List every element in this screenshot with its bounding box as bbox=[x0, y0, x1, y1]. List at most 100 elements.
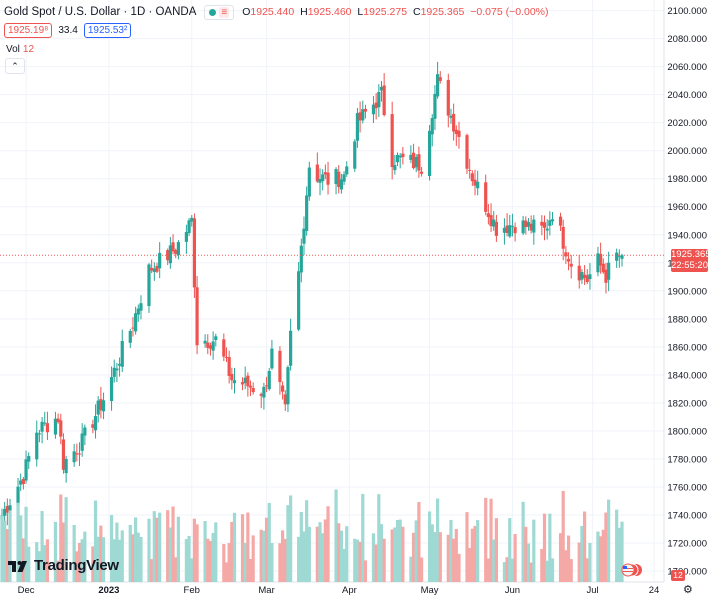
y-tick-label: 1960.000 bbox=[667, 202, 707, 213]
candle-body bbox=[548, 220, 552, 226]
candle-body bbox=[358, 112, 362, 121]
candle-body bbox=[411, 152, 416, 169]
candle-body bbox=[585, 275, 589, 283]
volume-bar bbox=[486, 558, 490, 582]
candle-body bbox=[299, 245, 303, 273]
candle-body bbox=[222, 339, 226, 357]
volume-bar bbox=[564, 550, 568, 582]
volume-bar bbox=[190, 558, 194, 582]
volume-bar bbox=[131, 534, 135, 582]
candle-body bbox=[120, 341, 124, 367]
y-tick-label: 1860.000 bbox=[667, 342, 707, 353]
candle-body bbox=[307, 167, 311, 197]
settings-gear-icon[interactable]: ⚙ bbox=[683, 584, 693, 596]
volume-bar bbox=[187, 535, 191, 582]
y-tick-label: 1760.000 bbox=[667, 482, 707, 493]
candle-body bbox=[297, 271, 301, 330]
volume-bar bbox=[398, 519, 402, 582]
indicator-toggle-icon[interactable]: ≡ bbox=[219, 6, 230, 18]
volume-bar bbox=[75, 551, 79, 582]
candle-body bbox=[363, 108, 368, 112]
candle-body bbox=[430, 118, 434, 135]
volume-bar bbox=[492, 539, 496, 582]
volume-bar bbox=[72, 525, 76, 582]
x-tick-label: Mar bbox=[258, 585, 274, 596]
volume-bar bbox=[96, 536, 100, 582]
candle-body bbox=[187, 220, 191, 234]
volume-bar bbox=[358, 541, 362, 582]
volume-bar bbox=[521, 501, 525, 582]
buy-button[interactable]: 1925.53² bbox=[83, 23, 132, 38]
volume-bar bbox=[248, 558, 253, 582]
candle-body bbox=[529, 223, 533, 231]
candle-body bbox=[615, 252, 619, 261]
candle-body bbox=[168, 245, 172, 264]
sell-button[interactable]: 1925.19⁸ bbox=[4, 23, 53, 38]
candle-body bbox=[454, 129, 458, 135]
volume-bar bbox=[155, 517, 159, 582]
candle-body bbox=[203, 340, 207, 344]
tradingview-logo[interactable]: TradingView bbox=[8, 557, 119, 574]
candle-body bbox=[59, 420, 63, 437]
ohlc-values: O1925.440 H1925.460 L1925.275 C1925.365 … bbox=[242, 6, 551, 18]
volume-bar bbox=[59, 494, 63, 582]
volume-bar bbox=[580, 526, 584, 582]
candle-body bbox=[494, 221, 498, 236]
candle-body bbox=[278, 350, 282, 383]
candle-body bbox=[561, 226, 565, 249]
volume-bar bbox=[513, 534, 517, 582]
volume-bar bbox=[355, 539, 360, 582]
volume-bar bbox=[24, 506, 28, 582]
candle-body bbox=[139, 303, 143, 311]
volume-bar bbox=[588, 542, 592, 582]
volume-bar bbox=[115, 522, 119, 582]
market-status-pill[interactable]: ≡ bbox=[204, 4, 235, 20]
volume-bar bbox=[417, 502, 421, 582]
y-tick-label: 1980.000 bbox=[667, 174, 707, 185]
candle-body bbox=[449, 115, 453, 118]
candle-body bbox=[457, 130, 461, 137]
candle-body bbox=[604, 269, 608, 283]
volume-bar bbox=[112, 539, 116, 582]
volume-bar bbox=[505, 557, 509, 582]
last-price-value: 1925.365 bbox=[671, 249, 710, 260]
candle-body bbox=[64, 458, 68, 474]
volume-bar bbox=[409, 556, 413, 582]
candle-body bbox=[489, 215, 493, 227]
volume-bar bbox=[601, 529, 605, 582]
volume-bar bbox=[305, 500, 309, 582]
volume-bar bbox=[21, 538, 25, 582]
volume-bar bbox=[222, 543, 226, 582]
currency-flags-icon[interactable] bbox=[619, 563, 643, 577]
candle-body bbox=[361, 109, 365, 121]
candle-body bbox=[542, 222, 547, 228]
collapse-legend-button[interactable]: ⌃ bbox=[5, 58, 25, 74]
candle-body bbox=[37, 433, 42, 435]
chart-header: Gold Spot / U.S. Dollar · 1D · OANDA ≡ O… bbox=[4, 4, 552, 20]
volume-bar bbox=[224, 562, 229, 582]
volume-bar bbox=[176, 516, 180, 582]
volume-legend[interactable]: Vol 12 bbox=[6, 44, 34, 55]
candle-body bbox=[580, 272, 584, 280]
candle-body bbox=[56, 418, 60, 423]
symbol-title[interactable]: Gold Spot / U.S. Dollar · 1D · OANDA bbox=[4, 6, 197, 18]
volume-bar bbox=[510, 558, 515, 582]
candle-body bbox=[382, 85, 386, 116]
candle-body bbox=[264, 385, 269, 387]
volume-bar bbox=[345, 526, 349, 582]
volume-bar bbox=[390, 529, 394, 582]
y-tick-label: 1940.000 bbox=[667, 230, 707, 241]
spread-value: 33.4 bbox=[58, 25, 78, 36]
open-key: O bbox=[242, 6, 251, 18]
volume-bar bbox=[508, 518, 512, 582]
volume-bar bbox=[569, 559, 573, 582]
candle-body bbox=[195, 287, 199, 346]
volume-bar bbox=[326, 506, 330, 582]
candle-body bbox=[601, 263, 605, 273]
volume-bar bbox=[109, 514, 114, 582]
volume-bar bbox=[401, 526, 405, 582]
candle-body bbox=[83, 427, 87, 436]
volume-bar bbox=[101, 537, 106, 582]
volume-axis-label: 12 bbox=[671, 570, 685, 581]
